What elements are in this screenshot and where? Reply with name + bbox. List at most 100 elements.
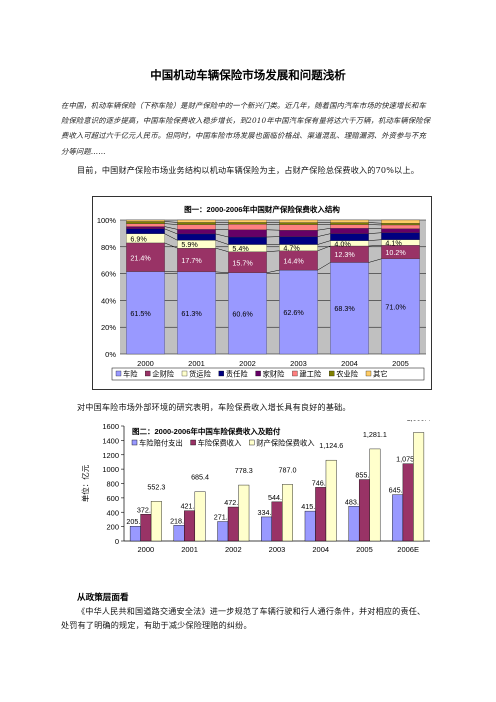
chart-1-bar-segment (381, 258, 420, 355)
chart-1-series-line (164, 233, 178, 241)
chart-1-series-line (215, 233, 229, 238)
chart-2-bar (282, 484, 293, 542)
chart-1-title: 图一：2000-2006年中国财产保险保费收入结构 (184, 204, 340, 214)
chart-2-bar (358, 479, 370, 542)
chart-1-bar-segment (126, 226, 165, 229)
chart-2-data-label: 778.3 (235, 466, 253, 475)
chart-1-legend-label: 农业险 (336, 370, 359, 379)
chart-1-bar-segment (279, 269, 318, 355)
chart-1-bar-segment (126, 223, 165, 227)
chart-1-bar-segment (228, 219, 267, 223)
chart-2-data-label: 415.8 (301, 502, 319, 511)
chart-1-bar-segment (177, 224, 216, 230)
chart-1-legend-swatch (365, 370, 372, 377)
chart-intro-paragraph: 对中国车险市场外部环境的研究表明，车险保费收入增长具有良好的基础。 (77, 402, 351, 412)
chart-2-x-tick-label: 2004 (312, 545, 329, 554)
chart-1-data-label: 4.0% (334, 239, 351, 248)
chart-2-bar (150, 501, 162, 542)
chart-1-bar-segment (126, 271, 165, 355)
chart-2-x-tick-label: 2000 (138, 545, 155, 554)
chart-2-container: 0 200 400 600 800 1000 1200 1400 1600 单位：亿元 图二：200… (74, 414, 434, 575)
chart-2-svg: 0 200 400 600 800 1000 1200 1400 1600 单位：亿元 图二：200… (80, 414, 431, 554)
chart-2-data-label: 645.0 (389, 486, 407, 495)
chart-2-data-label: 421.7 (181, 502, 199, 511)
chart-1-data-label: 61.5% (130, 309, 151, 318)
chart-2-data-label: 1,075.0 (396, 455, 420, 464)
chart-2-y-tick-label: 800 (106, 480, 119, 489)
chart-1-data-label: 4.7% (283, 244, 300, 253)
chart-2-data-label: 205.7 (126, 517, 144, 526)
chart-1-bar-segment (279, 230, 318, 237)
chart-1-series-line (368, 258, 382, 263)
chart-2-y-tick-label: 400 (106, 508, 119, 517)
chart-2-data-label: 746.1 (312, 478, 330, 487)
chart-1-series-line (368, 232, 382, 234)
chart-1-bar-segment (381, 223, 420, 226)
chart-2-bar (392, 494, 404, 542)
chart-1-data-label: 5.4% (232, 244, 249, 253)
chart-2-bar (271, 501, 283, 542)
chart-1-bar-segment (177, 233, 216, 241)
chart-1-legend-label: 其它 (373, 370, 388, 379)
chart-2-bar (140, 514, 152, 542)
chart-1-legend (111, 367, 425, 381)
chart-2-data-label: 334.8 (258, 508, 276, 517)
chart-2-bar (304, 510, 316, 542)
chart-2-legend-swatch (190, 439, 196, 446)
chart-1-series-line (368, 222, 382, 224)
chart-2-legend-label: 车险赔付支出 (139, 439, 183, 448)
chart-1-y-tick-label: 60% (101, 270, 116, 279)
chart-1-y-tick-label: 40% (101, 296, 116, 305)
chart-1-y-tick-label: 0% (105, 350, 116, 359)
chart-1-series-line (368, 244, 382, 247)
section-heading: 从政策层面看 (77, 593, 129, 603)
chart-1-data-label: 68.3% (334, 304, 355, 313)
chart-2-x-tick-label: 2003 (269, 545, 286, 554)
chart-2-data-label: 855.0 (355, 471, 373, 480)
chart-1-series-line (215, 247, 229, 252)
chart-1-data-label: 15.7% (232, 258, 253, 267)
chart-1-bar-segment (330, 224, 369, 229)
chart-2-x-tick-label: 2001 (181, 545, 198, 554)
chart-1-y-tick-label: 80% (101, 243, 116, 252)
chart-1-legend-label: 建工险 (299, 370, 322, 379)
chart-1-series-line (368, 239, 382, 241)
chart-2-y-tick-label: 600 (106, 494, 119, 503)
chart-1-x-tick-label: 2005 (392, 359, 409, 368)
chart-1-legend-label: 企财险 (152, 370, 175, 379)
abstract-paragraph: 在中国，机动车辆保险（下称车险）是财产保险中的一个新兴门类。近几年，随着国内汽车… (61, 101, 431, 156)
chart-2-data-label: 1,509.4 (407, 420, 431, 423)
chart-1-legend-label: 责任险 (226, 370, 249, 379)
chart-1-series-line (266, 269, 280, 274)
chart-1-bar-segment (279, 219, 318, 223)
chart-2-y-tick-label: 0 (115, 537, 119, 546)
policy-paragraph: 《中华人民共和国道路交通安全法》进一步规范了车辆行驶和行人通行条件，并对相应的责… (61, 606, 426, 630)
chart-1-bar-segment (177, 222, 216, 225)
chart-2-title: 图二：2000-2006年中国车险保费收入及赔付 (132, 426, 281, 436)
chart-2-bar (315, 487, 327, 542)
chart-1-bar-segment (228, 272, 267, 355)
chart-1-series-line (164, 228, 178, 235)
chart-2-data-label: 1,281.1 (363, 430, 387, 439)
chart-1-series-line (164, 242, 178, 249)
chart-1-bar-segment (330, 222, 369, 225)
chart-2-data-label: 372.0 (137, 505, 155, 514)
chart-1-data-label: 62.6% (283, 308, 304, 317)
chart-1-series-line (164, 226, 178, 230)
chart-1-series-line (317, 233, 331, 237)
chart-2-legend-label: 车险保费收入 (198, 439, 242, 448)
chart-2-bar (238, 484, 250, 542)
chart-1-legend-swatch (218, 370, 224, 377)
chart-1-plot-area (120, 220, 426, 354)
chart-2-bar (173, 525, 185, 542)
chart-1-bar-segment (279, 224, 318, 231)
chart-1-bar-segment (330, 233, 369, 241)
chart-1-legend-swatch (181, 370, 188, 377)
chart-1-bar-segment (330, 262, 369, 355)
chart-1-bar-segment (279, 222, 318, 225)
chart-2-legend-swatch (131, 439, 138, 446)
chart-1-legend-swatch (145, 370, 151, 377)
chart-1-bar-segment (381, 228, 420, 233)
chart-1-series-line (164, 223, 178, 225)
chart-1-data-label: 60.6% (232, 309, 253, 318)
